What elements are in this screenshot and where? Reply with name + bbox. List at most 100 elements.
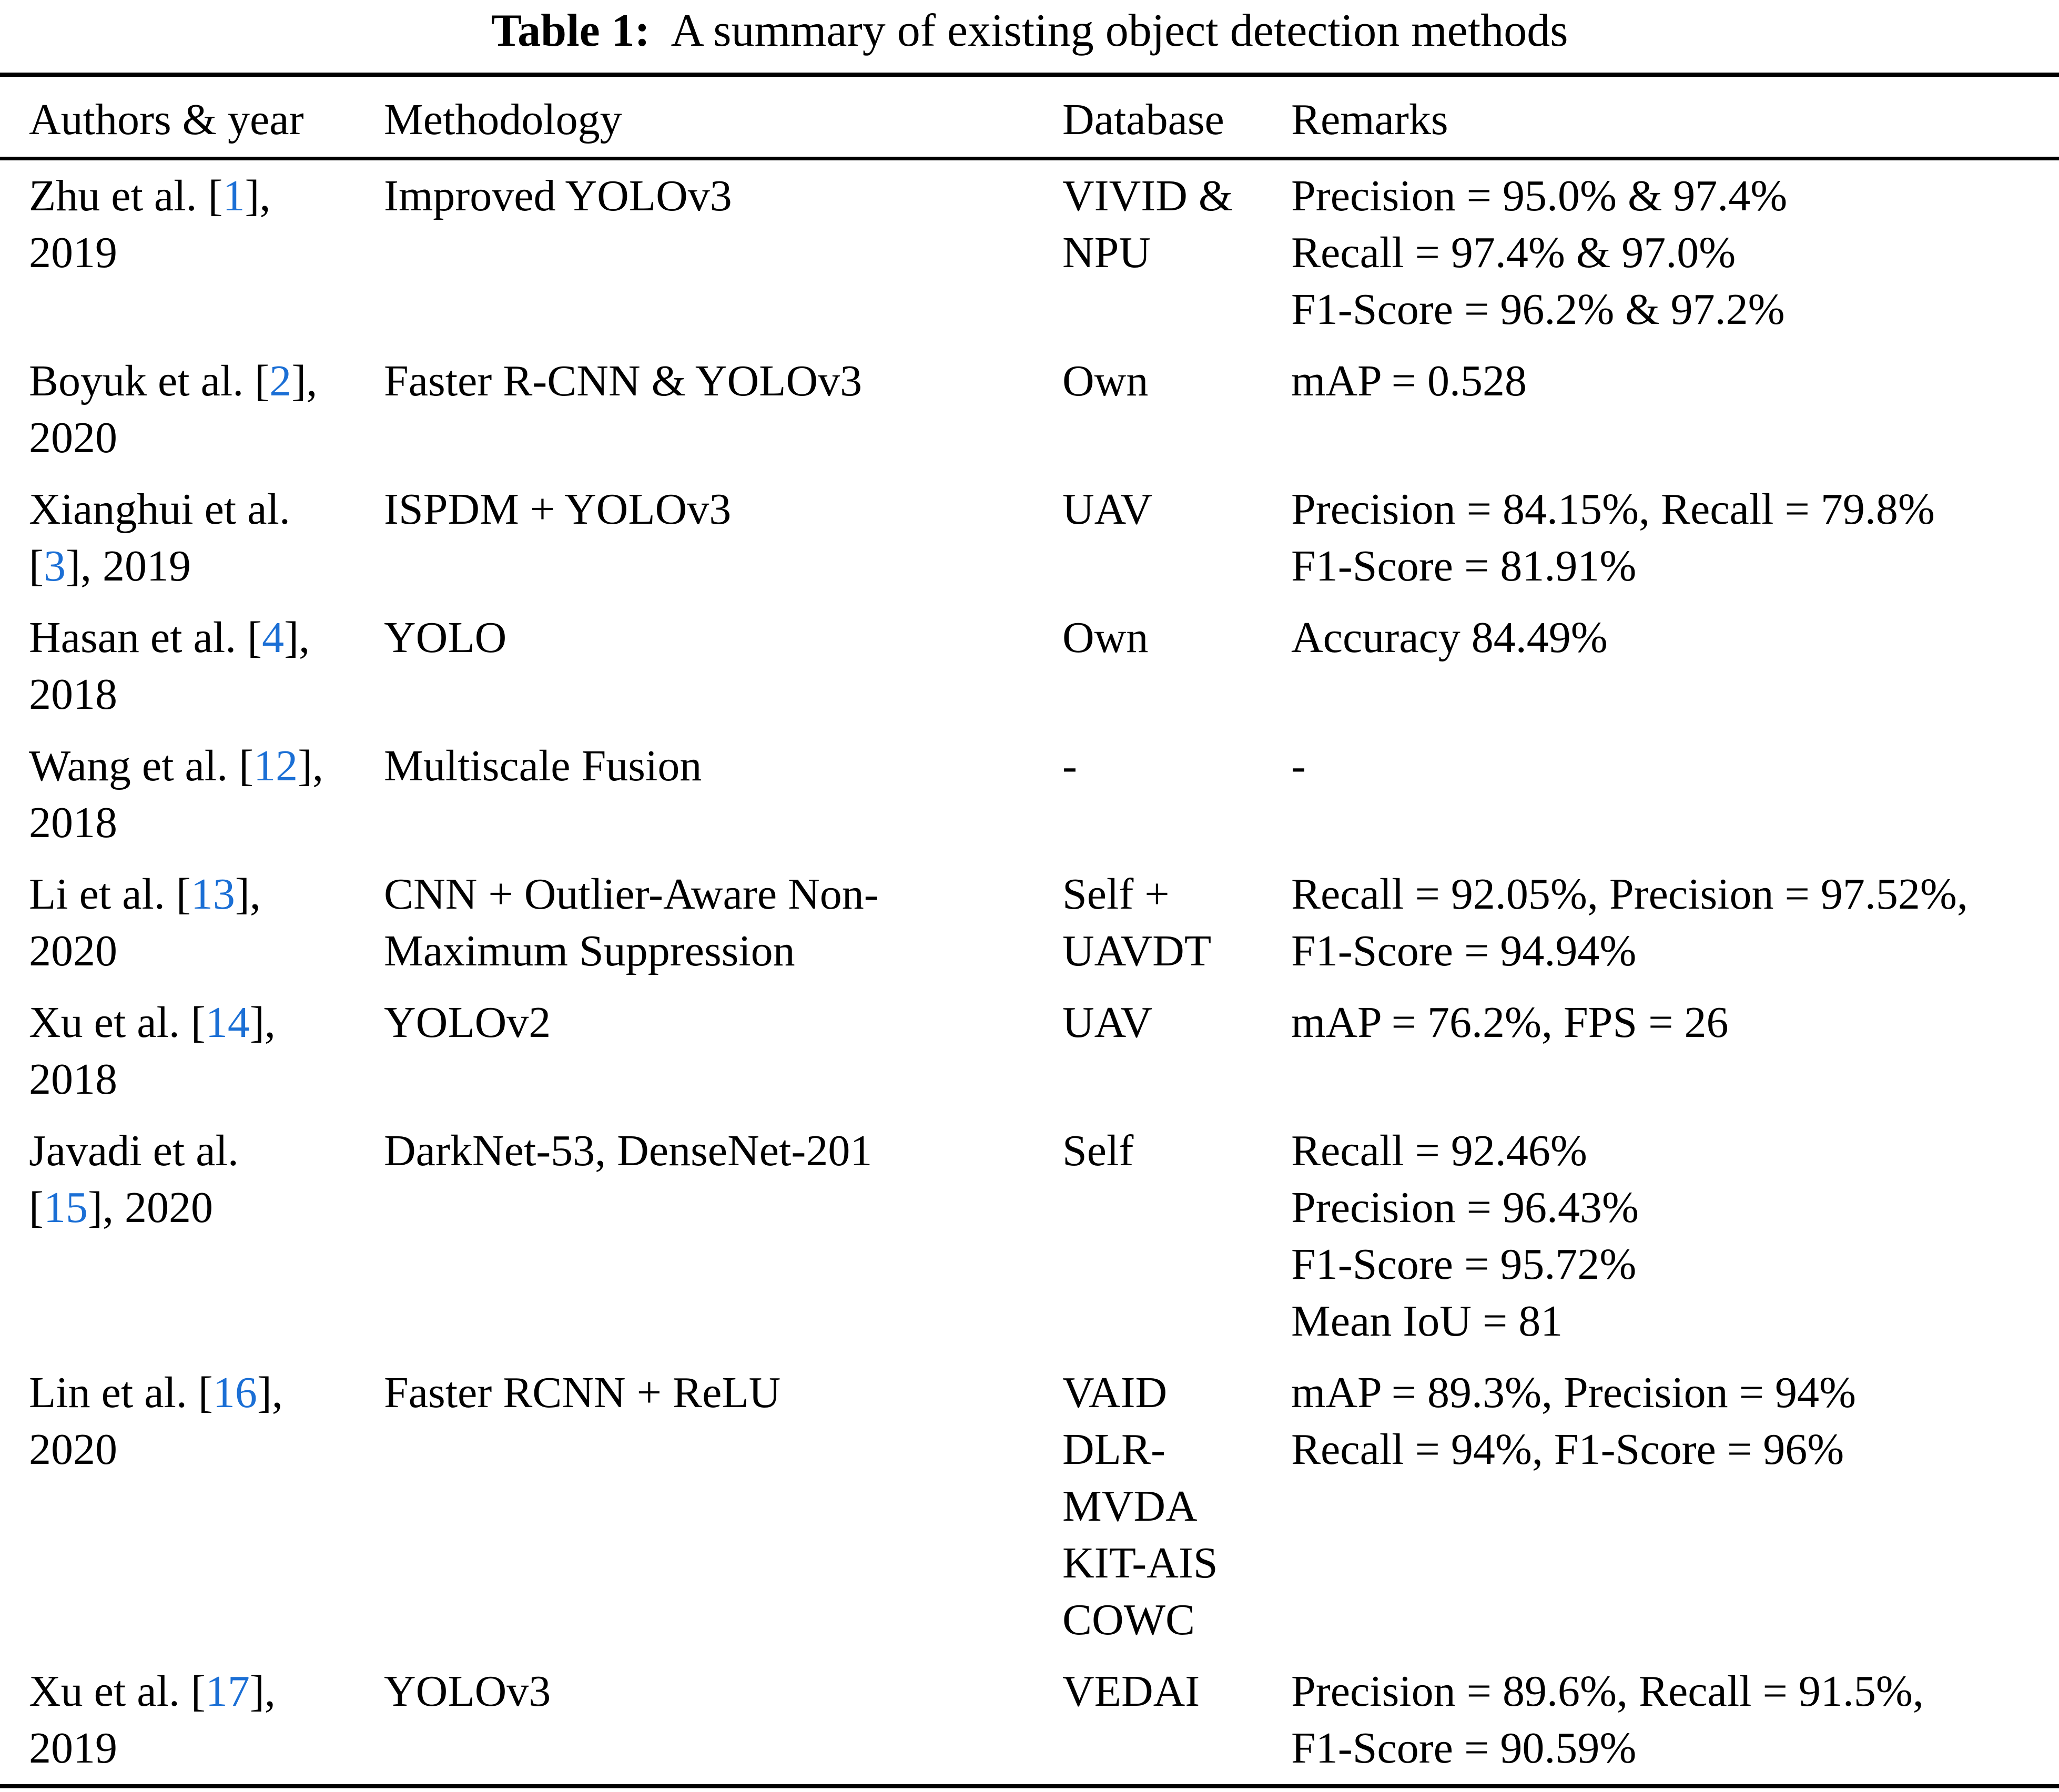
remarks-line: mAP = 76.2%, FPS = 26 (1291, 998, 1729, 1047)
remarks-line: - (1291, 741, 1306, 790)
authors-line: Javadi et al. (29, 1123, 384, 1179)
database-line: COWC (1062, 1595, 1195, 1644)
citation-link[interactable]: 15 (43, 1183, 88, 1232)
authors-line: 2020 (29, 1421, 384, 1478)
top-rule (0, 73, 2059, 77)
remarks-line: Precision = 96.43% (1291, 1183, 1639, 1232)
database-line: - (1062, 741, 1077, 790)
authors-text: Xianghui et al. (29, 485, 290, 534)
database-cell: VEDAI (1062, 1663, 1291, 1777)
methodology-cell: Faster R-CNN & YOLOv3 (384, 353, 1062, 466)
database-line: VEDAI (1062, 1667, 1200, 1716)
database-cell: Self + UAVDT (1062, 866, 1291, 980)
methodology-cell: YOLO (384, 609, 1062, 723)
methodology-line: YOLOv3 (384, 1667, 551, 1716)
remarks-cell: Recall = 92.46% Precision = 96.43% F1-Scor… (1291, 1123, 2051, 1350)
authors-cell: Hasan et al. [4], 2018 (29, 609, 384, 723)
authors-line: 2018 (29, 1051, 384, 1108)
authors-text: Xu et al. [ (29, 998, 206, 1047)
remarks-cell: mAP = 76.2%, FPS = 26 (1291, 994, 2051, 1108)
database-line: UAV (1062, 485, 1153, 534)
methodology-cell: YOLOv2 (384, 994, 1062, 1108)
methodology-cell: Improved YOLOv3 (384, 168, 1062, 338)
authors-text: 2020 (29, 413, 117, 462)
table-row: Javadi et al. [15], 2020 DarkNet-53, Dense… (0, 1115, 2059, 1357)
authors-text: 2018 (29, 670, 117, 719)
authors-line: Xu et al. [14], (29, 994, 384, 1051)
authors-text: Javadi et al. (29, 1126, 239, 1175)
authors-cell: Li et al. [13], 2020 (29, 866, 384, 980)
citation-link[interactable]: 12 (253, 741, 298, 790)
table-row: Xu et al. [14], 2018 YOLOv2 UAV mAP = 76.2%,… (0, 987, 2059, 1115)
authors-cell: Wang et al. [12], 2018 (29, 738, 384, 851)
database-line: VIVID & (1062, 171, 1233, 220)
authors-cell: Zhu et al. [1], 2019 (29, 168, 384, 338)
table-row: Boyuk et al. [2], 2020 Faster R-CNN & YOLO… (0, 345, 2059, 474)
authors-text: 2019 (29, 228, 117, 277)
table-row: Li et al. [13], 2020 CNN + Outlier-Aware N… (0, 859, 2059, 987)
methodology-line: Maximum Suppression (384, 926, 795, 975)
table-body: Zhu et al. [1], 2019 Improved YOLOv3 VIVID … (0, 160, 2059, 1784)
citation-link[interactable]: 3 (43, 542, 66, 590)
authors-line: 2019 (29, 1720, 384, 1777)
col-header-database: Database (1062, 95, 1224, 144)
authors-text: Lin et al. [ (29, 1368, 213, 1417)
remarks-cell: Recall = 92.05%, Precision = 97.52%, F1-S… (1291, 866, 2051, 980)
authors-line: Xu et al. [17], (29, 1663, 384, 1720)
remarks-line: Precision = 95.0% & 97.4% (1291, 171, 1788, 220)
remarks-line: Recall = 97.4% & 97.0% (1291, 228, 1736, 277)
methodology-line: Faster RCNN + ReLU (384, 1368, 781, 1417)
citation-link[interactable]: 13 (190, 870, 235, 919)
remarks-line: Recall = 92.46% (1291, 1126, 1587, 1175)
table-row: Hasan et al. [4], 2018 YOLO Own Accuracy 84.… (0, 602, 2059, 730)
table-caption-text: A summary of existing object detection m… (671, 5, 1568, 56)
remarks-line: mAP = 89.3%, Precision = 94% (1291, 1368, 1856, 1417)
remarks-line: Precision = 89.6%, Recall = 91.5%, (1291, 1667, 1924, 1716)
authors-line: [3], 2019 (29, 538, 384, 595)
citation-link[interactable]: 4 (262, 613, 285, 662)
authors-line: Xianghui et al. (29, 481, 384, 538)
authors-text: ], (235, 870, 261, 919)
authors-line: Lin et al. [16], (29, 1365, 384, 1421)
methodology-cell: DarkNet-53, DenseNet-201 (384, 1123, 1062, 1350)
remarks-cell: Accuracy 84.49% (1291, 609, 2051, 723)
table-header-row: Authors & year Methodology Database Rema… (0, 77, 2059, 157)
methodology-cell: YOLOv3 (384, 1663, 1062, 1777)
authors-text: ], 2019 (65, 542, 191, 590)
database-line: VAID (1062, 1368, 1168, 1417)
citation-link[interactable]: 16 (212, 1368, 257, 1417)
methodology-line: DarkNet-53, DenseNet-201 (384, 1126, 873, 1175)
methodology-cell: Faster RCNN + ReLU (384, 1365, 1062, 1648)
authors-text: 2020 (29, 926, 117, 975)
citation-link[interactable]: 1 (222, 171, 245, 220)
citation-link[interactable]: 14 (205, 998, 250, 1047)
database-line: NPU (1062, 228, 1151, 277)
citation-link[interactable]: 17 (205, 1667, 250, 1716)
authors-text: 2018 (29, 798, 117, 847)
remarks-cell: Precision = 89.6%, Recall = 91.5%, F1-Sco… (1291, 1663, 2051, 1777)
citation-link[interactable]: 2 (269, 357, 292, 405)
methodology-line: Faster R-CNN & YOLOv3 (384, 357, 863, 405)
authors-text: ], (284, 613, 310, 662)
remarks-line: Recall = 94%, F1-Score = 96% (1291, 1425, 1844, 1474)
authors-text: Hasan et al. [ (29, 613, 262, 662)
database-cell: Own (1062, 609, 1291, 723)
col-header-authors-year: Authors & year (29, 95, 304, 144)
database-line: Self + (1062, 870, 1170, 919)
methodology-line: CNN + Outlier-Aware Non- (384, 870, 879, 919)
table-caption: Table 1: A summary of existing object de… (0, 0, 2059, 73)
authors-text: Boyuk et al. [ (29, 357, 270, 405)
methodology-line: YOLO (384, 613, 507, 662)
database-cell: Own (1062, 353, 1291, 466)
authors-line: 2019 (29, 225, 384, 281)
database-line: Own (1062, 357, 1149, 405)
methodology-cell: CNN + Outlier-Aware Non- Maximum Suppress… (384, 866, 1062, 980)
table-caption-label: Table 1: (491, 5, 650, 56)
authors-text: ], (298, 741, 324, 790)
table-row: Wang et al. [12], 2018 Multiscale Fusion - - (0, 730, 2059, 859)
authors-line: 2020 (29, 923, 384, 980)
authors-cell: Xu et al. [17], 2019 (29, 1663, 384, 1777)
authors-line: Wang et al. [12], (29, 738, 384, 795)
authors-cell: Boyuk et al. [2], 2020 (29, 353, 384, 466)
